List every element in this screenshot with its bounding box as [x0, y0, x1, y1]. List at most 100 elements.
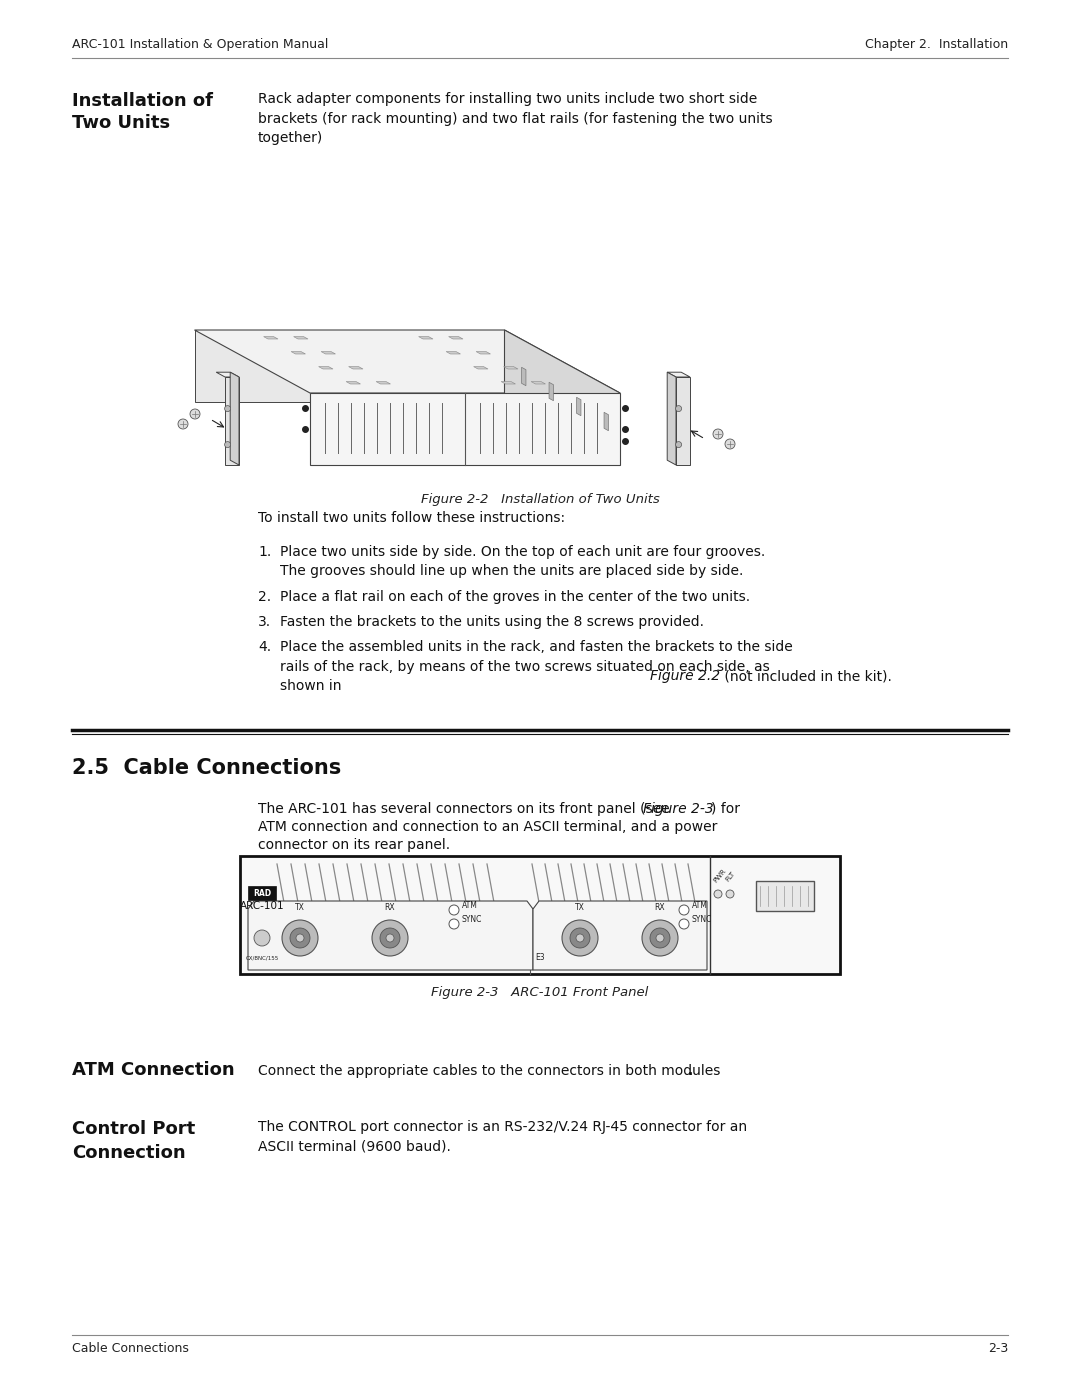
Polygon shape: [531, 381, 545, 384]
Circle shape: [386, 935, 394, 942]
Text: SYNC: SYNC: [692, 915, 713, 923]
Text: RX: RX: [384, 902, 395, 912]
Circle shape: [576, 935, 584, 942]
Polygon shape: [349, 366, 363, 369]
Polygon shape: [376, 381, 391, 384]
Polygon shape: [319, 366, 333, 369]
Polygon shape: [292, 352, 306, 353]
Polygon shape: [310, 393, 620, 465]
Polygon shape: [667, 372, 690, 377]
Text: Control Port
Connection: Control Port Connection: [72, 1120, 195, 1161]
Text: Figure 2-3: Figure 2-3: [643, 802, 714, 816]
Circle shape: [642, 921, 678, 956]
Text: 1.: 1.: [258, 545, 271, 559]
Polygon shape: [248, 901, 534, 970]
Circle shape: [714, 890, 723, 898]
Text: Figure 2-3   ARC-101 Front Panel: Figure 2-3 ARC-101 Front Panel: [431, 986, 649, 999]
Polygon shape: [501, 381, 515, 384]
Text: ARC-101 Installation & Operation Manual: ARC-101 Installation & Operation Manual: [72, 38, 328, 52]
Circle shape: [656, 935, 664, 942]
Polygon shape: [667, 372, 676, 465]
Text: ATM: ATM: [692, 901, 707, 909]
Polygon shape: [522, 367, 526, 386]
Text: Figure 2-2   Installation of Two Units: Figure 2-2 Installation of Two Units: [420, 493, 660, 506]
Text: FLT: FLT: [724, 870, 735, 882]
Text: Cable Connections: Cable Connections: [72, 1343, 189, 1355]
Polygon shape: [230, 372, 239, 465]
Circle shape: [570, 928, 590, 949]
Text: TX: TX: [575, 902, 585, 912]
Text: PWR: PWR: [713, 868, 727, 884]
Polygon shape: [346, 381, 361, 384]
Polygon shape: [448, 337, 463, 339]
Circle shape: [372, 921, 408, 956]
Text: CONTROL: CONTROL: [765, 894, 806, 902]
Polygon shape: [446, 352, 460, 353]
Bar: [248, 886, 276, 900]
Text: The ARC-101 has several connectors on its front panel (see: The ARC-101 has several connectors on it…: [258, 802, 674, 816]
Text: Installation of
Two Units: Installation of Two Units: [72, 92, 213, 133]
Text: TX: TX: [295, 902, 305, 912]
Text: ARC-101: ARC-101: [240, 901, 284, 911]
Polygon shape: [294, 337, 308, 339]
Text: CX/BNC/155: CX/BNC/155: [245, 956, 279, 961]
Polygon shape: [264, 337, 278, 339]
Polygon shape: [604, 412, 608, 430]
Text: Place two units side by side. On the top of each unit are four grooves.
The groo: Place two units side by side. On the top…: [280, 545, 766, 578]
Polygon shape: [225, 377, 239, 465]
Text: 2.: 2.: [258, 590, 271, 604]
Text: Place a flat rail on each of the groves in the center of the two units.: Place a flat rail on each of the groves …: [280, 590, 751, 604]
Polygon shape: [476, 352, 490, 353]
Polygon shape: [194, 330, 504, 402]
Polygon shape: [549, 383, 553, 401]
Circle shape: [679, 919, 689, 929]
Circle shape: [225, 405, 231, 412]
Text: Chapter 2.  Installation: Chapter 2. Installation: [865, 38, 1008, 52]
Text: 4.: 4.: [258, 640, 271, 654]
Circle shape: [190, 409, 200, 419]
Circle shape: [291, 928, 310, 949]
Text: RAD: RAD: [253, 888, 271, 897]
Text: 2-3: 2-3: [988, 1343, 1008, 1355]
Text: 3.: 3.: [258, 615, 271, 629]
Circle shape: [562, 921, 598, 956]
Circle shape: [650, 928, 670, 949]
Polygon shape: [419, 337, 433, 339]
Polygon shape: [321, 352, 336, 353]
Circle shape: [679, 905, 689, 915]
Text: RX: RX: [654, 902, 665, 912]
Circle shape: [282, 921, 318, 956]
Text: E3: E3: [536, 953, 544, 963]
Circle shape: [380, 928, 400, 949]
Text: .: .: [688, 1065, 693, 1078]
Bar: [240, 856, 840, 974]
Polygon shape: [194, 330, 620, 393]
Polygon shape: [503, 366, 518, 369]
Text: connector on its rear panel.: connector on its rear panel.: [258, 838, 450, 852]
Text: SYNC: SYNC: [462, 915, 483, 923]
Text: To install two units follow these instructions:: To install two units follow these instru…: [258, 511, 565, 525]
Text: ATM connection and connection to an ASCII terminal, and a power: ATM connection and connection to an ASCI…: [258, 820, 717, 834]
Circle shape: [254, 930, 270, 946]
Text: (not included in the kit).: (not included in the kit).: [720, 669, 892, 683]
Polygon shape: [216, 372, 239, 377]
Circle shape: [449, 919, 459, 929]
Circle shape: [296, 935, 303, 942]
Circle shape: [225, 441, 231, 447]
Bar: [756, 882, 814, 911]
Polygon shape: [534, 901, 707, 970]
Circle shape: [726, 890, 734, 898]
Circle shape: [725, 439, 735, 448]
Text: 2.5  Cable Connections: 2.5 Cable Connections: [72, 759, 341, 778]
Circle shape: [449, 905, 459, 915]
Circle shape: [713, 429, 723, 439]
Text: Rack adapter components for installing two units include two short side
brackets: Rack adapter components for installing t…: [258, 92, 772, 145]
Polygon shape: [474, 366, 488, 369]
Text: The CONTROL port connector is an RS-232/V.24 RJ-45 connector for an
ASCII termin: The CONTROL port connector is an RS-232/…: [258, 1120, 747, 1154]
Circle shape: [676, 405, 681, 412]
Text: ATM: ATM: [462, 901, 477, 909]
Text: Connect the appropriate cables to the connectors in both modules: Connect the appropriate cables to the co…: [258, 1065, 720, 1078]
Text: ) for: ) for: [711, 802, 740, 816]
Text: Fasten the brackets to the units using the 8 screws provided.: Fasten the brackets to the units using t…: [280, 615, 704, 629]
Polygon shape: [504, 330, 620, 465]
